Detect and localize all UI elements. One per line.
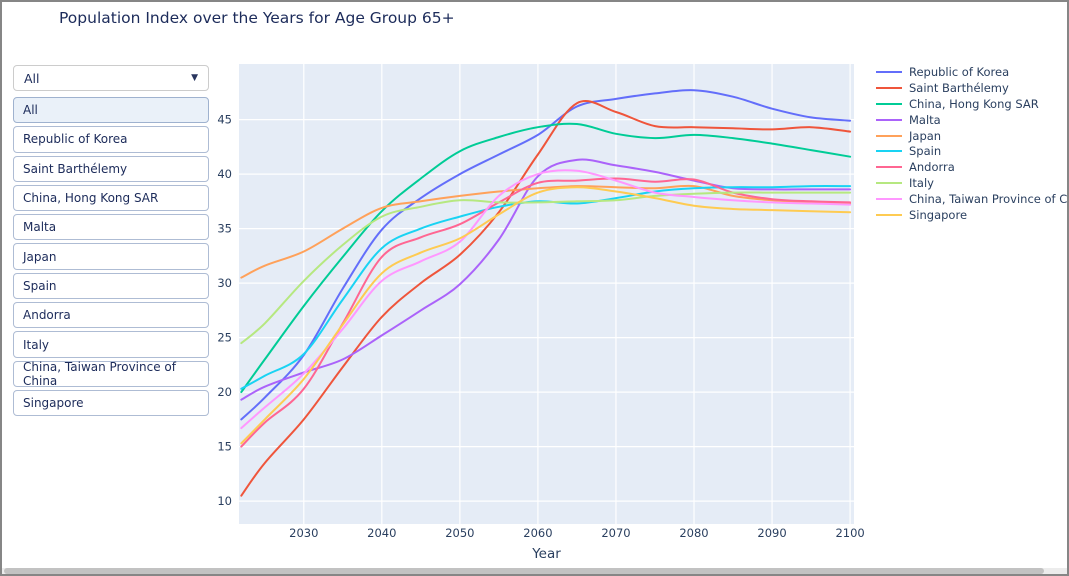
legend-item[interactable]: Japan [876,128,1067,144]
legend-item[interactable]: China, Hong Kong SAR [876,96,1067,112]
legend-line-swatch [876,166,902,169]
dropdown-option[interactable]: Saint Barthélemy [13,155,209,182]
x-tick-label: 2080 [679,526,708,540]
legend-item[interactable]: China, Taiwan Province of China [876,191,1068,207]
country-dropdown-options: All Republic of Korea Saint Barthélemy Chin… [13,97,209,417]
legend-line-swatch [876,198,902,201]
legend-item[interactable]: Italy [876,175,1067,191]
legend-line-swatch [876,213,902,216]
x-tick-label: 2100 [835,526,864,540]
legend-line-swatch [876,86,902,89]
horizontal-scrollbar-thumb[interactable] [4,568,1044,574]
chevron-down-icon[interactable]: ▼ [191,72,198,83]
series-line[interactable] [240,186,852,445]
dropdown-option[interactable]: Singapore [13,389,209,417]
legend-line-swatch [876,118,902,121]
legend-label: Andorra [909,160,955,175]
legend-label: Saint Barthélemy [909,80,1009,95]
legend-item[interactable]: Spain [876,143,1067,159]
series-line[interactable] [240,89,852,421]
y-tick-label: 30 [217,276,232,290]
dropdown-option[interactable]: Spain [13,272,209,300]
legend-line-swatch [876,182,902,185]
legend-item[interactable]: Malta [876,112,1067,128]
page-title: Population Index over the Years for Age … [59,9,455,27]
dropdown-option[interactable]: China, Taiwan Province of China [13,360,209,388]
series-line[interactable] [240,185,852,390]
legend-label: Japan [909,128,942,143]
y-tick-label: 20 [217,385,232,399]
horizontal-scrollbar[interactable] [2,568,1067,574]
x-axis-title: Year [532,546,561,562]
country-filter-panel: All ▼ All Republic of Korea Saint Barthéle… [13,65,209,419]
legend-item[interactable]: Saint Barthélemy [876,80,1067,96]
dropdown-selected-value: All [24,70,40,86]
legend-line-swatch [876,134,902,137]
legend-line-swatch [876,150,902,153]
chart-legend: Republic of Korea Saint Barthélemy China, … [876,64,1068,223]
legend-item[interactable]: Andorra [876,159,1067,175]
legend-label: China, Taiwan Province of China [909,192,1068,207]
legend-item[interactable]: Republic of Korea [876,64,1067,80]
x-tick-label: 2040 [367,526,396,540]
chart-plot-area[interactable] [239,64,854,524]
legend-line-swatch [876,70,902,73]
y-tick-label: 35 [217,222,232,236]
y-tick-label: 25 [217,331,232,345]
series-line[interactable] [240,191,852,345]
y-tick-label: 40 [217,167,232,181]
series-line[interactable] [240,100,852,497]
dropdown-option[interactable]: All [13,97,209,124]
x-tick-label: 2070 [601,526,630,540]
dropdown-option[interactable]: Italy [13,331,209,358]
legend-line-swatch [876,102,902,105]
legend-item[interactable]: Singapore [876,207,1067,223]
legend-label: Republic of Korea [909,64,1010,79]
y-tick-label: 15 [217,440,232,454]
legend-label: China, Hong Kong SAR [909,96,1039,111]
dropdown-option[interactable]: Japan [13,243,209,270]
series-line[interactable] [240,177,852,448]
legend-label: Spain [909,144,942,159]
dropdown-option[interactable]: China, Hong Kong SAR [13,184,209,212]
series-line[interactable] [240,169,852,430]
dropdown-option[interactable]: Malta [13,214,209,241]
country-dropdown[interactable]: All ▼ [13,65,209,91]
x-tick-label: 2090 [757,526,786,540]
y-tick-label: 10 [217,494,232,508]
dropdown-option[interactable]: Republic of Korea [13,126,209,153]
legend-label: Italy [909,176,934,191]
y-tick-label: 45 [217,113,232,127]
x-tick-label: 2030 [289,526,318,540]
x-tick-label: 2060 [523,526,552,540]
legend-label: Malta [909,112,941,127]
series-line[interactable] [240,184,852,279]
dropdown-option[interactable]: Andorra [13,302,209,329]
x-tick-label: 2050 [445,526,474,540]
legend-label: Singapore [909,207,968,222]
series-line[interactable] [240,122,852,394]
series-line[interactable] [240,158,852,401]
